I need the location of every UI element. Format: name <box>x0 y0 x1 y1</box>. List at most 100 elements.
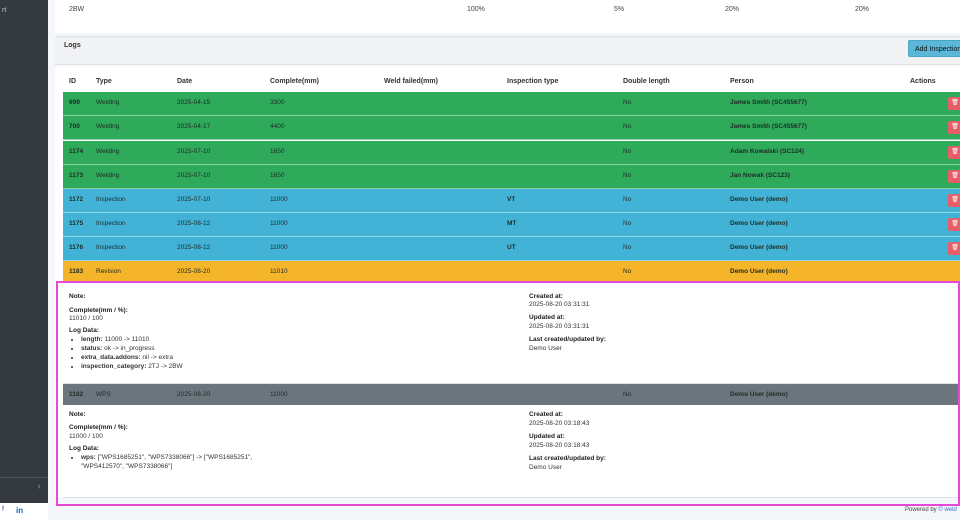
row-date: 2025-07-10 <box>177 148 211 155</box>
add-inspection-button[interactable]: Add Inspection <box>908 40 960 57</box>
row-person: James Smith (SC455677) <box>730 123 807 130</box>
category-percent-3: 20% <box>725 6 740 13</box>
sidebar: rt ‹ <box>0 0 48 520</box>
row-person: Demo User (demo) <box>730 268 788 275</box>
row-double-length: No <box>623 196 632 203</box>
created-label: Created at: <box>529 293 563 300</box>
social-bar <box>0 503 48 520</box>
row-id: 1175 <box>69 220 84 227</box>
created-label: Created at: <box>529 411 563 418</box>
table-row[interactable]: 1172 Inspection 2025-07-10 11000 VT No D… <box>63 189 960 213</box>
log-data-list: length: 11000 -> 11010 status: ok -> in_… <box>71 335 183 371</box>
log-item: extra_data.addons: nil -> extra <box>81 353 183 362</box>
row-complete: 11000 <box>270 391 288 398</box>
linkedin-icon[interactable]: in <box>16 506 24 515</box>
delete-icon[interactable]: 🗑 <box>948 170 960 183</box>
updated-label: Updated at: <box>529 433 565 440</box>
column-header-actions: Actions <box>910 78 936 85</box>
row-detail-panel: Note: Complete(mm / %): 11000 / 100 Log … <box>63 405 960 498</box>
row-id: 1183 <box>69 268 84 275</box>
delete-icon[interactable]: 🗑 <box>948 121 960 134</box>
inspection-category-row: 2BW 100% 5% 20% 20% <box>55 0 960 33</box>
row-date: 2025-04-17 <box>177 123 211 130</box>
row-type: Inspection <box>96 220 126 227</box>
row-person: Demo User (demo) <box>730 196 788 203</box>
footer-text: Powered by <box>905 507 939 513</box>
table-row[interactable]: 1173 Welding 2025-07-10 1650 No Jan Nowa… <box>63 165 960 189</box>
log-item: status: ok -> in_progress <box>81 344 183 353</box>
row-complete: 3300 <box>270 99 285 106</box>
complete-value: 11010 / 100 <box>69 315 103 322</box>
table-row[interactable]: 700 Welding 2025-04-17 4400 No James Smi… <box>63 116 960 140</box>
row-id: 700 <box>69 123 80 130</box>
row-type: Welding <box>96 172 120 179</box>
note-label: Note: <box>69 411 86 418</box>
row-type: WPS <box>96 391 111 398</box>
row-type: Welding <box>96 148 120 155</box>
row-double-length: No <box>623 244 632 251</box>
row-complete: 1650 <box>270 148 285 155</box>
log-item: inspection_category: 2TJ -> 2BW <box>81 362 183 371</box>
facebook-icon[interactable]: f <box>2 506 4 513</box>
log-data-label: Log Data: <box>69 327 99 334</box>
last-updated-value: Demo User <box>529 464 562 471</box>
row-inspection-type: MT <box>507 220 517 227</box>
table-row[interactable]: 1176 Inspection 2025-08-12 11000 UT No D… <box>63 237 960 261</box>
row-person: Adam Kowalski (SC124) <box>730 148 805 155</box>
logs-title: Logs <box>64 42 81 49</box>
note-label: Note: <box>69 293 86 300</box>
row-double-length: No <box>623 172 632 179</box>
row-detail-panel: Note: Complete(mm / %): 11010 / 100 Log … <box>63 283 960 384</box>
column-header-person: Person <box>730 78 754 85</box>
delete-icon[interactable]: 🗑 <box>948 97 960 110</box>
row-id: 1172 <box>69 196 84 203</box>
complete-value: 11000 / 100 <box>69 433 103 440</box>
row-id: 1176 <box>69 244 84 251</box>
log-data-list: wps: ["WPS1685251", "WPS7338066"] -> ["W… <box>71 453 281 471</box>
delete-icon[interactable]: 🗑 <box>948 146 960 159</box>
log-data-label: Log Data: <box>69 445 99 452</box>
row-person: James Smith (SC455677) <box>730 99 807 106</box>
table-row[interactable]: 1175 Inspection 2025-08-12 11000 MT No D… <box>63 213 960 237</box>
row-inspection-type: UT <box>507 244 516 251</box>
column-header-type: Type <box>96 78 112 85</box>
row-inspection-type: VT <box>507 196 516 203</box>
row-date: 2025-07-10 <box>177 172 211 179</box>
row-double-length: No <box>623 148 632 155</box>
updated-value: 2025-08-20 03:18:43 <box>529 442 590 449</box>
category-name: 2BW <box>69 6 85 13</box>
last-updated-label: Last created/updated by: <box>529 336 606 343</box>
table-row[interactable]: 1182 WPS 2025-08-20 11000 No Demo User (… <box>63 384 960 406</box>
delete-icon[interactable]: 🗑 <box>948 218 960 231</box>
row-type: Inspection <box>96 196 126 203</box>
row-double-length: No <box>623 123 632 130</box>
row-complete: 11000 <box>270 220 288 227</box>
table-row[interactable]: 1174 Welding 2025-07-10 1650 No Adam Kow… <box>63 141 960 165</box>
delete-icon[interactable]: 🗑 <box>948 242 960 255</box>
table-row[interactable]: 699 Welding 2025-04-15 3300 No James Smi… <box>63 92 960 116</box>
column-header-inspection-type: Inspection type <box>507 78 559 85</box>
row-date: 2025-07-10 <box>177 196 211 203</box>
row-type: Welding <box>96 99 120 106</box>
row-date: 2025-08-20 <box>177 391 211 398</box>
row-type: Welding <box>96 123 120 130</box>
delete-icon[interactable]: 🗑 <box>948 194 960 207</box>
row-id: 1173 <box>69 172 84 179</box>
row-date: 2025-08-12 <box>177 220 211 227</box>
row-complete: 11000 <box>270 196 288 203</box>
category-percent-4: 20% <box>855 6 870 13</box>
chevron-left-icon[interactable]: ‹ <box>0 477 48 499</box>
logs-card-header: Logs <box>55 36 960 65</box>
row-id: 1182 <box>69 391 84 398</box>
column-header-date: Date <box>177 78 193 85</box>
footer: Powered by © weld <box>905 507 957 513</box>
footer-brand-link[interactable]: © weld <box>938 507 957 513</box>
row-date: 2025-08-20 <box>177 268 211 275</box>
row-complete: 11000 <box>270 244 288 251</box>
last-updated-value: Demo User <box>529 345 562 352</box>
log-item: length: 11000 -> 11010 <box>81 335 183 344</box>
table-row[interactable]: 1183 Revision 2025-08-20 11010 No Demo U… <box>63 261 960 283</box>
row-type: Inspection <box>96 244 126 251</box>
sidebar-item-fragment[interactable]: rt <box>2 7 7 14</box>
row-person: Jan Nowak (SC123) <box>730 172 790 179</box>
